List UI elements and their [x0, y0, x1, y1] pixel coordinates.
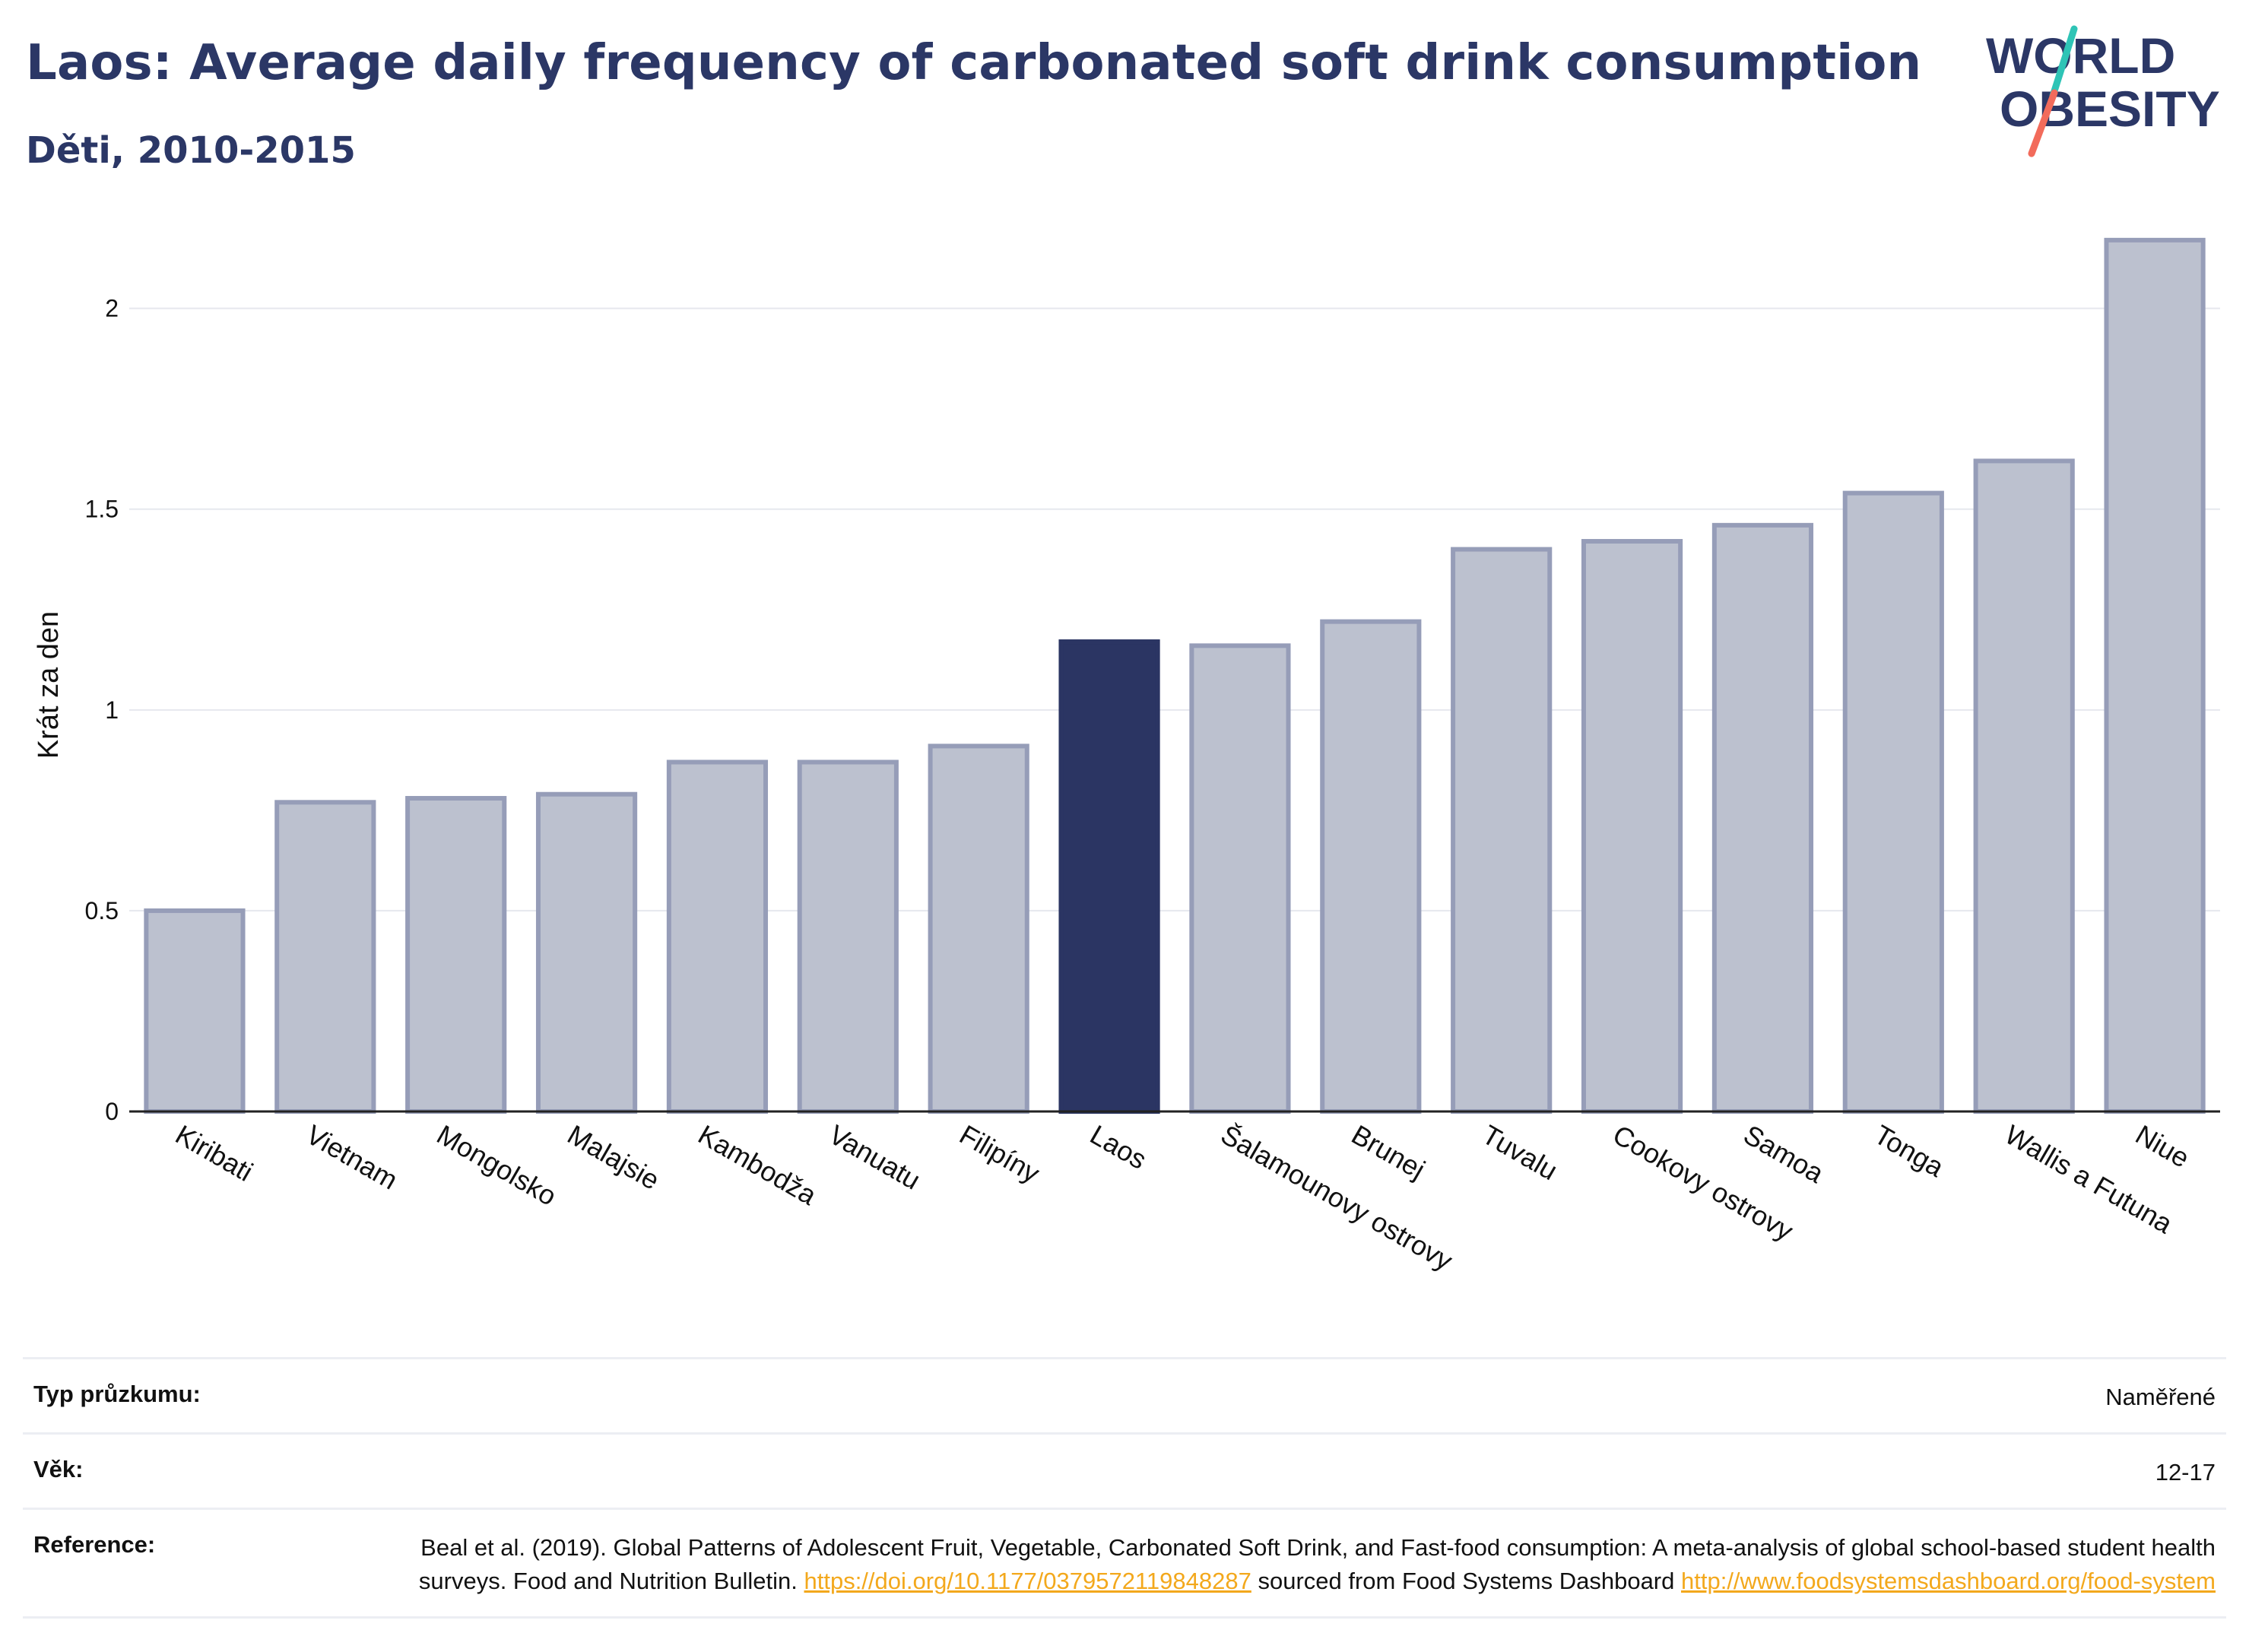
bar: [666, 759, 769, 1114]
bar: [1842, 490, 1944, 1114]
reference-text-1: Beal et al. (2019). Global Patterns of A…: [418, 1534, 2216, 1594]
bar: [535, 791, 638, 1114]
x-tick-label: Laos: [1085, 1118, 1152, 1175]
bar: [405, 796, 507, 1114]
doi-link[interactable]: https://doi.org/10.1177/0379572119848287: [804, 1568, 1251, 1594]
reference-value: Beal et al. (2019). Global Patterns of A…: [391, 1531, 2216, 1598]
x-tick-label: Niue: [2130, 1118, 2195, 1174]
bar: [928, 744, 1029, 1114]
logo-slash-teal: [2049, 25, 2078, 100]
logo-obesity-text: OBESITY: [2000, 81, 2220, 137]
y-tick-label: 0: [105, 1098, 119, 1125]
bar: [144, 908, 246, 1114]
x-tick-label: Filipíny: [954, 1118, 1045, 1189]
age-label: Věk:: [33, 1456, 84, 1482]
survey-type-label: Typ průzkumu:: [33, 1381, 201, 1407]
logo-world-text: WORLD: [1986, 27, 2175, 84]
survey-type-value: Naměřené: [2105, 1384, 2216, 1410]
reference-label: Reference:: [33, 1531, 156, 1558]
info-row-reference: Reference: Beal et al. (2019). Global Pa…: [23, 1508, 2226, 1619]
x-tick-label: Kiribati: [170, 1118, 259, 1187]
y-tick-label: 1.5: [85, 496, 119, 523]
x-tick-label: Šalamounovy ostrovy: [1216, 1118, 1458, 1276]
x-tick-label: Mongolsko: [432, 1118, 562, 1212]
info-row-age: Věk: 12-17: [23, 1432, 2226, 1508]
bar: [1451, 547, 1553, 1114]
bar-highlighted: [1058, 639, 1160, 1114]
chart-subtitle: Děti, 2010-2015: [26, 129, 356, 172]
x-tick-label: Vietnam: [301, 1118, 403, 1195]
x-tick-label: Brunej: [1347, 1118, 1431, 1185]
x-tick-label: Tonga: [1869, 1118, 1949, 1183]
bar: [2104, 237, 2206, 1114]
bar: [1189, 643, 1291, 1114]
bar: [274, 800, 376, 1115]
x-tick-label: Malajsie: [563, 1118, 665, 1196]
reference-text-2: sourced from Food Systems Dashboard: [1251, 1568, 1681, 1594]
y-tick-label: 0.5: [85, 897, 119, 924]
x-tick-label: Samoa: [1738, 1118, 1829, 1189]
bar: [1973, 458, 2075, 1114]
y-tick-label: 2: [105, 295, 119, 322]
y-tick-label: 1: [105, 696, 119, 724]
chart-title: Laos: Average daily frequency of carbona…: [26, 35, 1922, 91]
bar: [1581, 538, 1683, 1114]
x-tick-label: Tuvalu: [1477, 1118, 1563, 1186]
info-table: Typ průzkumu: Naměřené Věk: 12-17 Refere…: [23, 1357, 2226, 1619]
logo-slash-coral: [2028, 89, 2058, 157]
y-axis-title: Krát za den: [33, 611, 65, 759]
world-obesity-logo: WORLD OBESITY: [1986, 25, 2220, 157]
age-value: 12-17: [2155, 1459, 2216, 1486]
bar-chart: 0 0.5 1 1.5 2 Krát za den Kiribati Vietnam Mongo…: [33, 237, 2220, 1276]
bar: [797, 759, 899, 1114]
bar: [1711, 522, 1814, 1114]
x-tick-label: Kambodža: [693, 1118, 822, 1211]
food-systems-dashboard-link[interactable]: http://www.foodsystemsdashboard.org/food…: [1681, 1568, 2216, 1594]
bar: [1320, 619, 1422, 1114]
info-row-survey-type: Typ průzkumu: Naměřené: [23, 1357, 2226, 1432]
x-tick-label: Vanuatu: [823, 1118, 925, 1195]
